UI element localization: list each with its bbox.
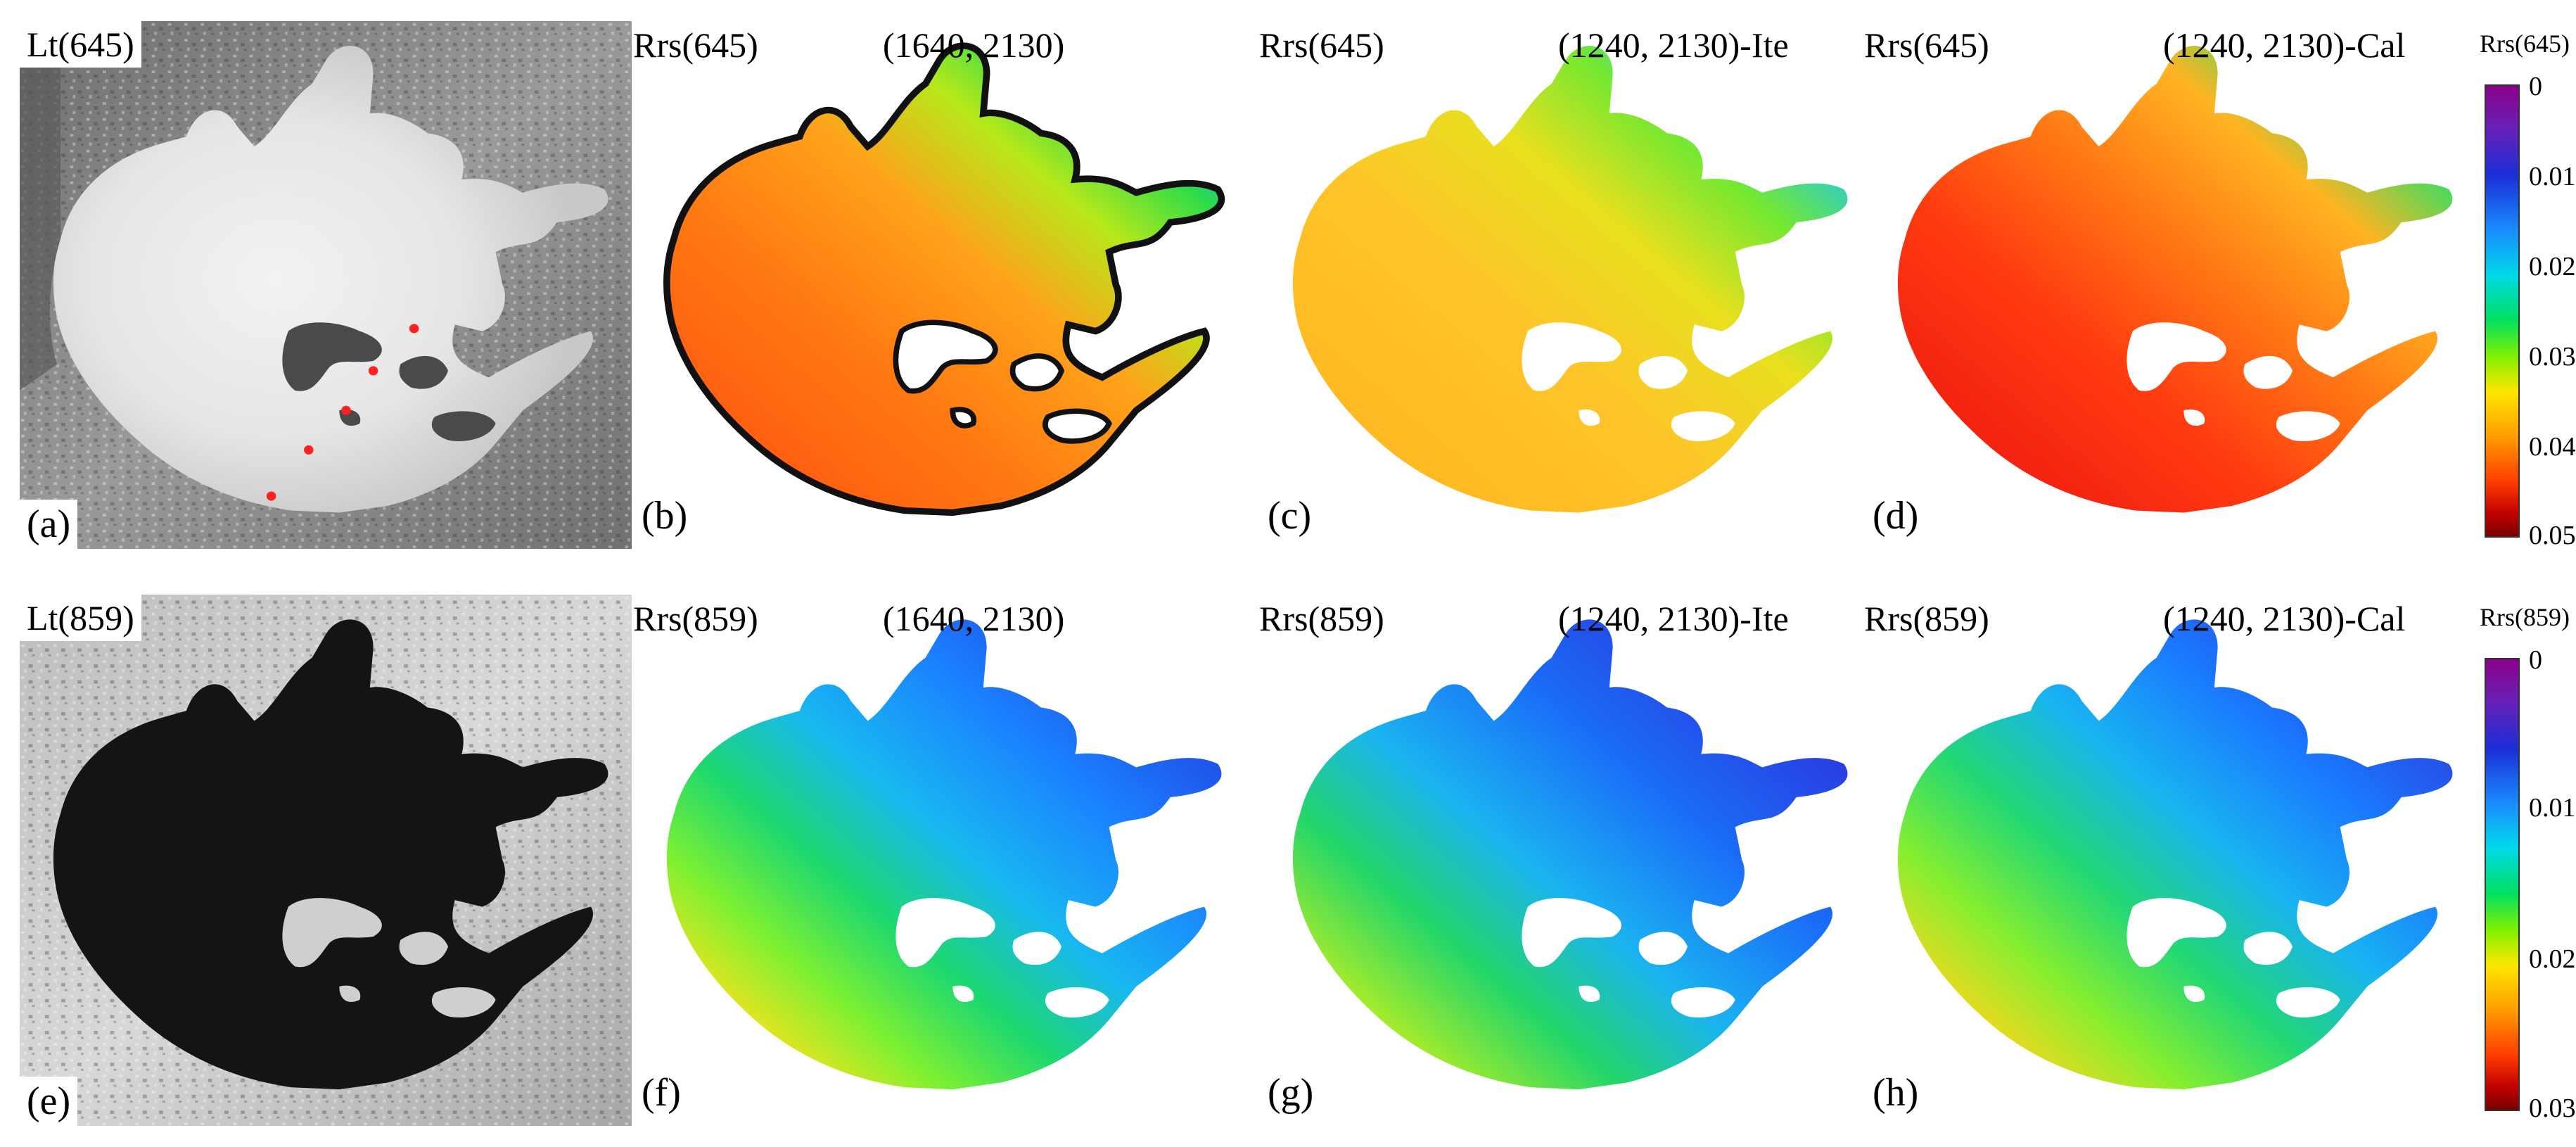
- algorithm-label: (1640, 2130): [883, 25, 1065, 65]
- panel-a-lt645-image: Lt(645) (a): [20, 21, 632, 549]
- rrs645-map-b: [633, 21, 1245, 549]
- variable-label: Rrs(859): [1259, 599, 1384, 638]
- rrs645-map-d: [1897, 46, 2453, 513]
- variable-label: Rrs(859): [633, 599, 758, 638]
- variable-label: Rrs(645): [1259, 25, 1384, 65]
- sample-point-marker: [341, 405, 351, 415]
- panel-letter: (h): [1873, 1071, 1919, 1115]
- colorbar-tick: 0.02: [2529, 944, 2576, 974]
- variable-label: Rrs(645): [1864, 25, 1989, 65]
- input-label: Lt(859): [20, 595, 141, 641]
- algorithm-label: (1240, 2130)-Ite: [1558, 599, 1789, 638]
- colorbar-tick: 0.01: [2529, 162, 2576, 191]
- panel-letter: (e): [20, 1077, 78, 1126]
- colorbar-tick: 0.05: [2529, 521, 2576, 550]
- colorbar-tick: 0.04: [2529, 432, 2576, 462]
- panel-letter: (f): [642, 1071, 681, 1115]
- algorithm-label: (1240, 2130)-Ite: [1558, 25, 1789, 65]
- panel-g-rrs859-map: Rrs(859) (1240, 2130)-Ite (g): [1259, 595, 1871, 1126]
- panel-letter: (d): [1873, 494, 1919, 538]
- lt645-satellite-image: [20, 21, 632, 549]
- colorbar-tick: 0: [2529, 645, 2542, 675]
- algorithm-label: (1240, 2130)-Cal: [2163, 25, 2406, 65]
- rrs645-map-c: [1292, 46, 1848, 513]
- panel-e-lt859-image: Lt(859) (e): [20, 595, 632, 1126]
- panel-d-rrs645-map: Rrs(645) (1240, 2130)-Cal (d): [1864, 21, 2476, 549]
- variable-label: Rrs(645): [633, 25, 758, 65]
- rrs859-map-h: [1897, 619, 2453, 1090]
- colorbar-tick: 0.03: [2529, 1094, 2576, 1123]
- rrs859-map-f: [666, 619, 1222, 1090]
- panel-b-rrs645-map: Rrs(645) (1640, 2130) (b): [633, 21, 1245, 549]
- colorbar-rrs859: [2485, 658, 2520, 1111]
- panel-letter: (g): [1268, 1071, 1314, 1115]
- panel-letter: (a): [20, 500, 78, 549]
- colorbar-tick: 0: [2529, 72, 2542, 101]
- algorithm-label: (1240, 2130)-Cal: [2163, 599, 2406, 638]
- colorbar-tick: 0.03: [2529, 342, 2576, 372]
- rrs859-map-g: [1292, 619, 1848, 1090]
- lt859-satellite-image: [20, 595, 632, 1126]
- colorbar-title: Rrs(645): [2480, 30, 2570, 58]
- colorbar-title: Rrs(859): [2480, 603, 2570, 631]
- colorbar-rrs645: [2485, 84, 2520, 538]
- colorbar-tick: 0.01: [2529, 793, 2576, 823]
- input-label: Lt(645): [20, 21, 141, 68]
- panel-letter: (c): [1268, 494, 1312, 538]
- sample-point-marker: [266, 491, 276, 501]
- panel-c-rrs645-map: Rrs(645) (1240, 2130)-Ite (c): [1259, 21, 1871, 549]
- sample-point-marker: [368, 366, 378, 376]
- algorithm-label: (1640, 2130): [883, 599, 1065, 638]
- sample-point-marker: [409, 324, 419, 334]
- panel-h-rrs859-map: Rrs(859) (1240, 2130)-Cal (h): [1864, 595, 2476, 1126]
- panel-letter: (b): [642, 494, 688, 538]
- panel-f-rrs859-map: Rrs(859) (1640, 2130) (f): [633, 595, 1245, 1126]
- colorbar-tick: 0.02: [2529, 252, 2576, 281]
- variable-label: Rrs(859): [1864, 599, 1989, 638]
- sample-point-marker: [304, 445, 314, 455]
